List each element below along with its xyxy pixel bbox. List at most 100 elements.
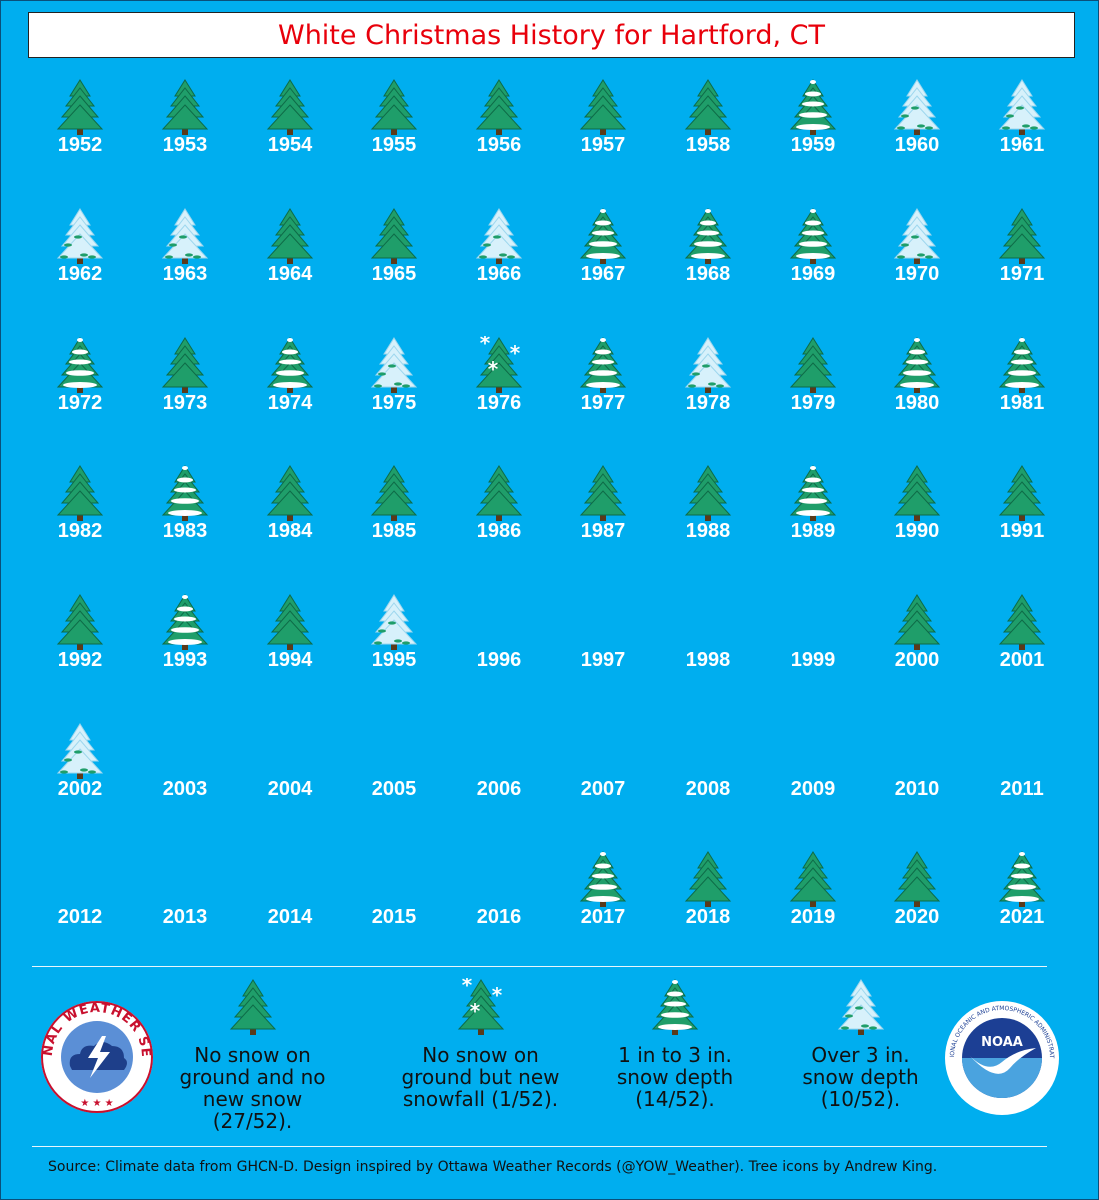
year-cell: 1952 (28, 78, 132, 206)
year-label: 1965 (371, 263, 417, 285)
year-cell: 1971 (970, 207, 1074, 335)
svg-text:*: * (469, 999, 480, 1023)
tree-icon (893, 208, 941, 264)
year-label: 1971 (999, 263, 1045, 285)
year-cell: 1983 (133, 464, 237, 592)
year-label: 1974 (267, 392, 313, 414)
year-cell: 1987 (551, 464, 655, 592)
year-label: 1990 (894, 520, 940, 542)
year-label: 1982 (57, 520, 103, 542)
year-label: 1964 (267, 263, 313, 285)
svg-text:*: * (488, 357, 499, 381)
tree-icon (579, 208, 627, 264)
year-cell: 1991 (970, 464, 1074, 592)
year-cell: 2021 (970, 850, 1074, 978)
legend-none-label: No snow on ground and no new snow (27/52… (179, 1043, 326, 1133)
year-cell: 1958 (656, 78, 760, 206)
year-label: 2002 (57, 778, 103, 800)
year-cell: 1986 (447, 464, 551, 592)
year-label: 2013 (162, 906, 208, 928)
legend-light-label: 1 in to 3 in. snow depth (14/52). (616, 1043, 734, 1111)
year-cell: 2014 (238, 850, 342, 978)
year-cell: 1965 (342, 207, 446, 335)
tree-icon (893, 337, 941, 393)
tree-icon (161, 465, 209, 521)
year-cell: 2008 (656, 722, 760, 850)
year-label: 2008 (685, 778, 731, 800)
tree-icon (789, 465, 837, 521)
year-cell: 1985 (342, 464, 446, 592)
year-cell: 1957 (551, 78, 655, 206)
tree-icon (161, 337, 209, 393)
year-cell: 2004 (238, 722, 342, 850)
year-label: 1952 (57, 134, 103, 156)
year-cell: 1961 (970, 78, 1074, 206)
year-label: 1985 (371, 520, 417, 542)
year-cell: 2011 (970, 722, 1074, 850)
year-label: 2010 (894, 778, 940, 800)
svg-text:★ ★ ★: ★ ★ ★ (80, 1098, 113, 1109)
tree-icon (266, 208, 314, 264)
year-cell: 1988 (656, 464, 760, 592)
tree-icon (684, 208, 732, 264)
year-cell: 2010 (865, 722, 969, 850)
tree-icon (475, 465, 523, 521)
year-label: 1958 (685, 134, 731, 156)
year-cell: 1955 (342, 78, 446, 206)
year-label: 1996 (476, 649, 522, 671)
tree-icon (998, 208, 1046, 264)
year-label: 1966 (476, 263, 522, 285)
legend-heavy-label: Over 3 in. snow depth (10/52). (802, 1043, 919, 1111)
tree-icon (998, 337, 1046, 393)
year-label: 1962 (57, 263, 103, 285)
year-label: 2006 (476, 778, 522, 800)
year-cell: 2001 (970, 593, 1074, 721)
year-label: 2020 (894, 906, 940, 928)
tree-icon (266, 594, 314, 650)
year-label: 1976 (476, 392, 522, 414)
year-label: 1975 (371, 392, 417, 414)
year-cell: 1959 (761, 78, 865, 206)
year-cell: 1960 (865, 78, 969, 206)
tree-icon (161, 594, 209, 650)
title-box: White Christmas History for Hartford, CT (28, 12, 1075, 58)
year-cell: 1969 (761, 207, 865, 335)
year-label: 1961 (999, 134, 1045, 156)
tree-icon (789, 337, 837, 393)
year-cell: * * * 1976 (447, 336, 551, 464)
tree-icon (266, 79, 314, 135)
year-label: 1987 (580, 520, 626, 542)
legend-heavy: Over 3 in. snow depth (10/52). (778, 978, 943, 1110)
svg-text:*: * (491, 983, 502, 1007)
noaa-logo-icon: NOAA NATIONAL OCEANIC AND ATMOSPHERIC AD… (944, 1000, 1059, 1115)
tree-icon (370, 208, 418, 264)
year-cell: 1979 (761, 336, 865, 464)
source-note: Source: Climate data from GHCN-D. Design… (48, 1159, 938, 1175)
year-cell: 1993 (133, 593, 237, 721)
tree-icon (56, 337, 104, 393)
year-label: 2021 (999, 906, 1045, 928)
year-label: 2007 (580, 778, 626, 800)
year-label: 2019 (790, 906, 836, 928)
year-cell: 1956 (447, 78, 551, 206)
year-label: 2003 (162, 778, 208, 800)
tree-icon: * * * (475, 336, 523, 393)
legend-new: * * * No snow on ground but new snowfall (… (388, 978, 573, 1110)
tree-icon (266, 337, 314, 393)
year-cell: 1978 (656, 336, 760, 464)
year-cell: 1996 (447, 593, 551, 721)
tree-icon (229, 979, 276, 1035)
year-cell: 1999 (761, 593, 865, 721)
year-label: 1953 (162, 134, 208, 156)
tree-icon (370, 337, 418, 393)
year-label: 1989 (790, 520, 836, 542)
tree-icon (161, 79, 209, 135)
tree-icon (684, 79, 732, 135)
year-label: 1993 (162, 649, 208, 671)
year-cell: 1964 (238, 207, 342, 335)
svg-text:*: * (461, 978, 472, 997)
year-cell: 1963 (133, 207, 237, 335)
year-cell: 2000 (865, 593, 969, 721)
tree-icon (789, 851, 837, 907)
year-cell: 1998 (656, 593, 760, 721)
